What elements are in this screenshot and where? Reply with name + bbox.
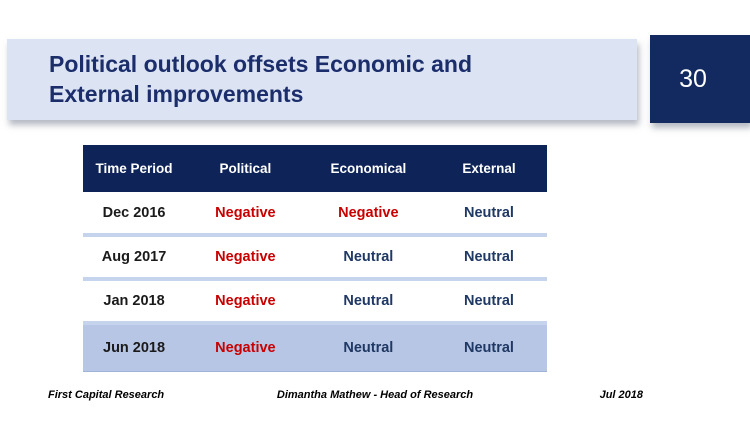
cell-economical: Neutral <box>343 340 394 356</box>
title-banner: Political outlook offsets Economic and E… <box>7 39 637 120</box>
cell-time-period: Jan 2018 <box>103 293 165 309</box>
cell-external: Neutral <box>463 249 514 265</box>
column-header-economical: Economical <box>330 161 407 176</box>
column-header-external: External <box>462 161 516 176</box>
cell-external: Neutral <box>463 204 514 221</box>
table-row-0: Dec 2016 Negative Negative Neutral <box>83 192 547 233</box>
cell-political: Negative <box>215 293 276 309</box>
table-row-2: Jan 2018 Negative Neutral Neutral <box>83 277 547 321</box>
table-header-row: Time Period Political Economical Externa… <box>83 145 547 192</box>
slide-footer: First Capital Research Dimantha Mathew -… <box>0 389 750 405</box>
cell-economical: Neutral <box>343 249 394 265</box>
cell-external: Neutral <box>463 293 514 309</box>
footer-author: Dimantha Mathew - Head of Research <box>276 389 474 401</box>
cell-time-period: Jun 2018 <box>103 340 166 356</box>
cell-political: Negative <box>215 249 276 265</box>
outlook-table: Time Period Political Economical Externa… <box>83 145 547 372</box>
cell-time-period: Dec 2016 <box>102 204 166 221</box>
footer-company: First Capital Research <box>48 389 165 401</box>
column-header-political: Political <box>219 161 272 176</box>
page-number-box: 30 <box>650 35 750 123</box>
table-row-3: Jun 2018 Negative Neutral Neutral <box>83 321 547 372</box>
cell-economical: Neutral <box>343 293 394 309</box>
slide-title: Political outlook offsets Economic and E… <box>49 51 472 107</box>
footer-date: Jul 2018 <box>599 389 643 401</box>
table-row-1: Aug 2017 Negative Neutral Neutral <box>83 233 547 277</box>
cell-time-period: Aug 2017 <box>101 249 167 265</box>
page-number: 30 <box>679 64 707 93</box>
cell-political: Negative <box>215 204 276 221</box>
column-header-time-period: Time Period <box>95 161 173 176</box>
cell-political: Negative <box>215 340 276 356</box>
cell-economical: Negative <box>338 204 399 221</box>
cell-external: Neutral <box>463 340 514 356</box>
